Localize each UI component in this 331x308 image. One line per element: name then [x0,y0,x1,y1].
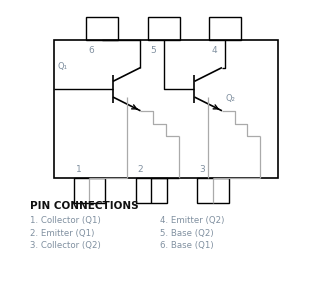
Text: 4. Emitter (Q2): 4. Emitter (Q2) [160,216,224,225]
Text: 3: 3 [199,165,205,174]
Text: 5: 5 [150,46,156,55]
Text: PIN CONNECTIONS: PIN CONNECTIONS [30,201,139,211]
Text: 2. Emitter (Q1): 2. Emitter (Q1) [30,229,95,238]
Text: 4: 4 [211,46,217,55]
Text: 5. Base (Q2): 5. Base (Q2) [160,229,214,238]
Text: 3. Collector (Q2): 3. Collector (Q2) [30,241,101,250]
Text: 6: 6 [88,46,94,55]
Bar [54,40,278,178]
Bar [74,178,105,203]
Text: Q₂: Q₂ [226,94,236,103]
Bar [197,178,229,203]
Text: 1. Collector (Q1): 1. Collector (Q1) [30,216,101,225]
Bar [148,17,180,40]
Bar [136,178,167,203]
Text: 6. Base (Q1): 6. Base (Q1) [160,241,214,250]
Text: Q₁: Q₁ [58,62,68,71]
Bar [86,17,118,40]
Bar [209,17,241,40]
Text: 1: 1 [76,165,81,174]
Text: 2: 2 [137,165,143,174]
